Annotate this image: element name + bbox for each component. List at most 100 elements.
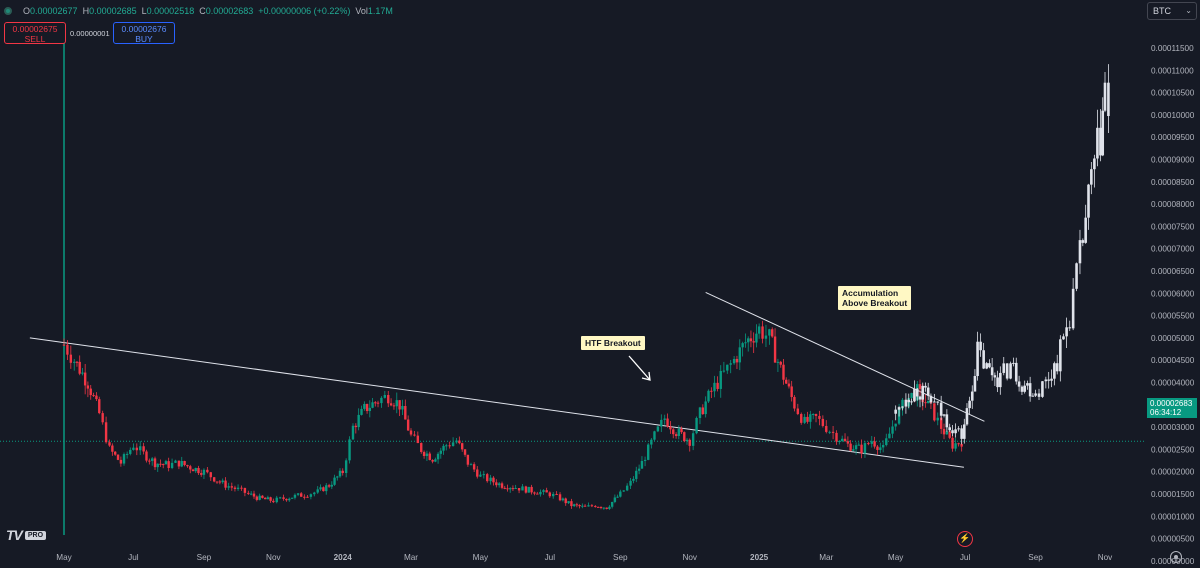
currency-label: BTC: [1153, 6, 1171, 16]
symbol-status-icon: [4, 7, 12, 15]
candle: [704, 401, 707, 415]
candle: [104, 422, 108, 443]
candle: [206, 469, 209, 473]
candle: [333, 477, 336, 485]
candle: [255, 496, 259, 500]
candle: [306, 496, 309, 498]
candle: [338, 470, 342, 477]
projection-candle: [1005, 363, 1009, 379]
candle: [867, 443, 870, 445]
candle: [542, 490, 545, 492]
projection-candle: [1065, 327, 1068, 337]
settings-icon[interactable]: [1170, 551, 1182, 563]
high-key: H: [82, 6, 90, 16]
trendline[interactable]: [705, 291, 985, 422]
candle: [564, 498, 567, 504]
projection-candle: [936, 401, 940, 403]
candle: [194, 467, 197, 472]
candle: [247, 492, 250, 494]
candle: [290, 497, 294, 499]
bar-countdown: 06:34:12: [1150, 408, 1182, 417]
currency-select[interactable]: BTC ⌄: [1147, 2, 1197, 20]
candle: [803, 416, 806, 423]
candle: [616, 496, 619, 498]
y-tick-label: 0.00006000: [1151, 289, 1195, 298]
candle: [632, 478, 635, 481]
projection-candle: [996, 377, 999, 388]
candle: [233, 487, 237, 489]
candle: [351, 425, 355, 440]
candle: [495, 482, 498, 486]
candle: [425, 453, 429, 456]
candle: [555, 493, 558, 495]
y-tick-label: 0.00002000: [1151, 468, 1195, 477]
candle: [451, 442, 455, 447]
sell-button[interactable]: 0.00002675 SELL: [4, 22, 66, 44]
candle: [613, 497, 617, 502]
candle: [341, 470, 344, 474]
projection-candle: [1087, 184, 1090, 218]
candle: [200, 473, 203, 475]
trendline[interactable]: [29, 337, 964, 468]
candle: [927, 400, 930, 404]
candle: [500, 483, 504, 488]
candle: [316, 489, 319, 493]
candle: [266, 497, 270, 500]
candle: [191, 469, 195, 472]
candle: [122, 454, 126, 464]
candle: [768, 329, 771, 336]
close-key: C: [199, 6, 206, 16]
candle: [672, 429, 675, 435]
lightning-icon[interactable]: ⚡: [957, 531, 973, 547]
projection-candle: [951, 430, 954, 434]
candle: [406, 419, 410, 431]
candle: [479, 474, 482, 477]
candle: [180, 461, 183, 467]
candle: [420, 443, 423, 452]
candle: [285, 498, 288, 501]
candle: [521, 486, 524, 491]
candle: [881, 445, 885, 448]
candle: [66, 344, 69, 355]
candle: [951, 437, 954, 449]
candle: [224, 480, 227, 488]
candle: [230, 486, 234, 488]
candle: [486, 474, 489, 482]
candle: [749, 338, 753, 342]
candle: [637, 468, 641, 471]
candle: [663, 418, 666, 420]
candle: [530, 486, 533, 493]
candle: [653, 431, 656, 440]
projection-candle: [913, 388, 916, 402]
candle: [691, 433, 695, 446]
x-tick-label: May: [56, 553, 72, 562]
annotation-accumulation: Accumulation Above Breakout: [838, 286, 912, 310]
candle: [368, 407, 372, 412]
buy-button[interactable]: 0.00002676 BUY: [113, 22, 175, 44]
candle: [383, 394, 387, 398]
y-tick-label: 0.00001500: [1151, 490, 1195, 499]
candle: [910, 392, 913, 398]
candle: [170, 462, 174, 468]
candle: [583, 505, 587, 507]
annotation-text: HTF Breakout: [585, 338, 641, 348]
candle: [309, 494, 313, 497]
projection-candle: [907, 399, 911, 403]
candle: [539, 491, 542, 495]
candle: [263, 497, 267, 500]
projection-candle: [1028, 383, 1032, 397]
projection-candle: [926, 387, 930, 396]
candle: [857, 444, 861, 446]
candle: [831, 431, 835, 433]
candle: [939, 417, 943, 429]
candle: [860, 444, 863, 454]
projection-candle: [924, 385, 927, 388]
logo-mark: TV: [6, 527, 23, 543]
candle: [293, 494, 297, 498]
candle: [806, 416, 809, 422]
candle: [374, 402, 377, 404]
candle: [202, 469, 206, 475]
y-tick-label: 0.00000500: [1151, 535, 1195, 544]
candle: [840, 438, 844, 442]
